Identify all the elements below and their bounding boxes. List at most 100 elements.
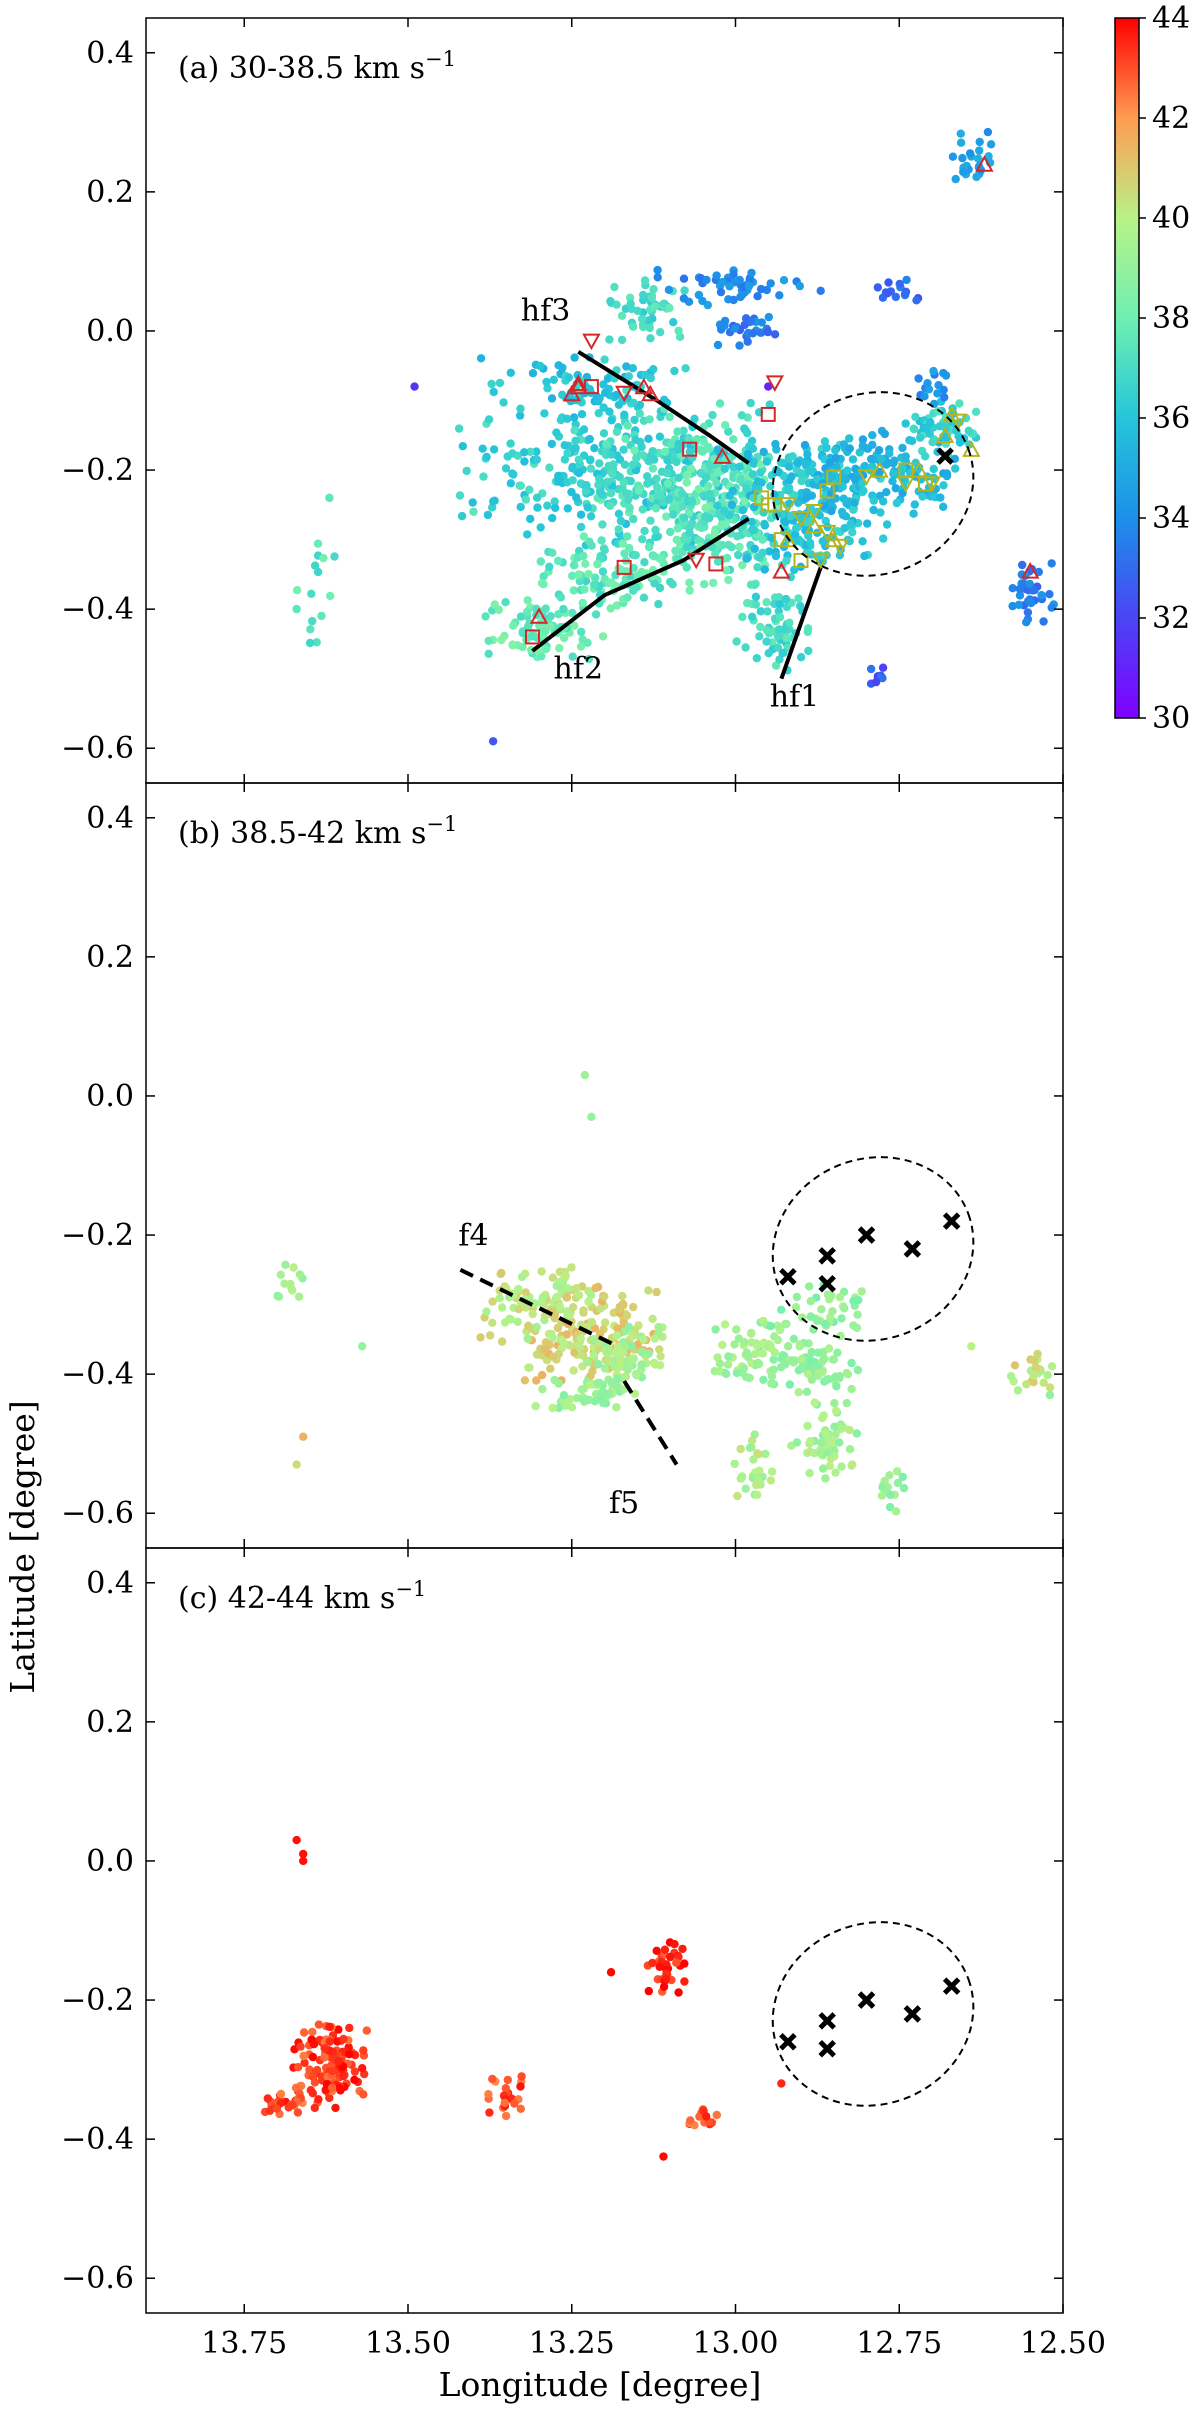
data-point bbox=[517, 1272, 527, 1282]
data-point bbox=[882, 520, 892, 529]
data-point bbox=[591, 573, 600, 582]
data-point bbox=[650, 579, 659, 588]
data-point bbox=[1018, 560, 1027, 570]
data-point bbox=[853, 1310, 862, 1319]
data-point bbox=[559, 1338, 568, 1347]
data-point bbox=[483, 510, 493, 520]
data-point bbox=[755, 1466, 764, 1475]
data-point bbox=[911, 412, 920, 422]
data-point bbox=[331, 2103, 340, 2113]
data-point bbox=[795, 281, 804, 291]
data-point bbox=[578, 598, 587, 608]
data-point bbox=[752, 483, 761, 493]
data-point bbox=[781, 594, 791, 604]
data-point bbox=[738, 560, 747, 570]
data-point bbox=[594, 1344, 603, 1353]
data-point bbox=[898, 463, 907, 472]
data-point bbox=[874, 446, 884, 455]
data-point bbox=[836, 1424, 846, 1434]
data-point bbox=[762, 598, 771, 607]
colorbar: 30 32 34 36 38 40 42 44 bbox=[1114, 1, 1190, 736]
data-point bbox=[710, 1366, 719, 1376]
data-point bbox=[626, 299, 635, 308]
data-point bbox=[767, 533, 776, 543]
data-point bbox=[565, 1310, 574, 1320]
data-point bbox=[541, 644, 550, 654]
data-point bbox=[782, 1319, 791, 1329]
data-point bbox=[561, 1400, 571, 1410]
data-point bbox=[756, 607, 765, 616]
data-point bbox=[597, 490, 607, 499]
data-point bbox=[629, 1302, 638, 1312]
data-point bbox=[525, 485, 534, 494]
data-point bbox=[788, 452, 797, 461]
data-point bbox=[614, 525, 623, 534]
data-point bbox=[873, 283, 882, 292]
data-point bbox=[562, 1330, 572, 1339]
data-point bbox=[802, 1387, 812, 1397]
data-point bbox=[569, 586, 578, 595]
data-point bbox=[741, 643, 750, 652]
triangle-down-marker bbox=[949, 413, 968, 431]
data-point bbox=[643, 472, 652, 481]
data-point bbox=[914, 374, 923, 383]
data-point bbox=[528, 1309, 537, 1319]
data-point bbox=[933, 407, 943, 416]
data-point bbox=[757, 328, 766, 337]
data-point bbox=[501, 2111, 511, 2121]
square-marker bbox=[583, 379, 599, 395]
data-point bbox=[639, 290, 648, 300]
data-point bbox=[320, 2053, 329, 2062]
data-point bbox=[877, 454, 886, 464]
data-point bbox=[350, 2067, 360, 2076]
data-point bbox=[742, 483, 751, 493]
data-point bbox=[678, 1944, 687, 1954]
panel-frame bbox=[145, 17, 1064, 784]
data-point bbox=[880, 429, 889, 439]
data-point bbox=[552, 1292, 561, 1302]
data-point bbox=[767, 1372, 777, 1381]
data-point bbox=[516, 2082, 525, 2091]
data-point bbox=[922, 424, 931, 433]
data-point bbox=[939, 481, 948, 490]
data-point bbox=[325, 2037, 334, 2046]
data-point bbox=[810, 1398, 819, 1407]
data-point bbox=[822, 443, 831, 453]
data-point bbox=[593, 559, 602, 569]
data-point bbox=[650, 1360, 660, 1369]
data-point bbox=[673, 427, 682, 436]
data-point bbox=[587, 1317, 597, 1327]
data-point bbox=[605, 407, 614, 416]
data-point bbox=[469, 507, 478, 516]
triangle-up-marker bbox=[1021, 562, 1040, 579]
data-point bbox=[830, 1452, 839, 1461]
core-x-stroke bbox=[818, 1247, 836, 1265]
data-point bbox=[775, 612, 785, 622]
data-point bbox=[685, 578, 694, 587]
data-point bbox=[478, 444, 487, 453]
data-point bbox=[790, 1356, 800, 1365]
data-point bbox=[546, 1364, 555, 1373]
data-point bbox=[653, 491, 663, 500]
data-point bbox=[579, 551, 588, 561]
data-point bbox=[548, 1273, 557, 1282]
data-point bbox=[306, 625, 315, 634]
data-point bbox=[620, 410, 629, 419]
data-point bbox=[579, 1351, 588, 1360]
data-point bbox=[569, 413, 579, 422]
data-point bbox=[767, 1379, 776, 1388]
data-point bbox=[921, 452, 930, 461]
data-point bbox=[612, 427, 622, 436]
data-point bbox=[708, 410, 717, 420]
data-point bbox=[754, 1449, 763, 1459]
data-point bbox=[685, 528, 694, 538]
data-point bbox=[797, 469, 806, 478]
data-point bbox=[588, 1367, 597, 1376]
data-point bbox=[552, 428, 561, 437]
filament-label-hf1: hf1 bbox=[770, 680, 820, 715]
core-x-stroke bbox=[857, 1226, 876, 1244]
data-point bbox=[1039, 617, 1048, 626]
data-point bbox=[639, 593, 649, 602]
data-point bbox=[527, 632, 536, 641]
data-point bbox=[849, 1321, 858, 1330]
